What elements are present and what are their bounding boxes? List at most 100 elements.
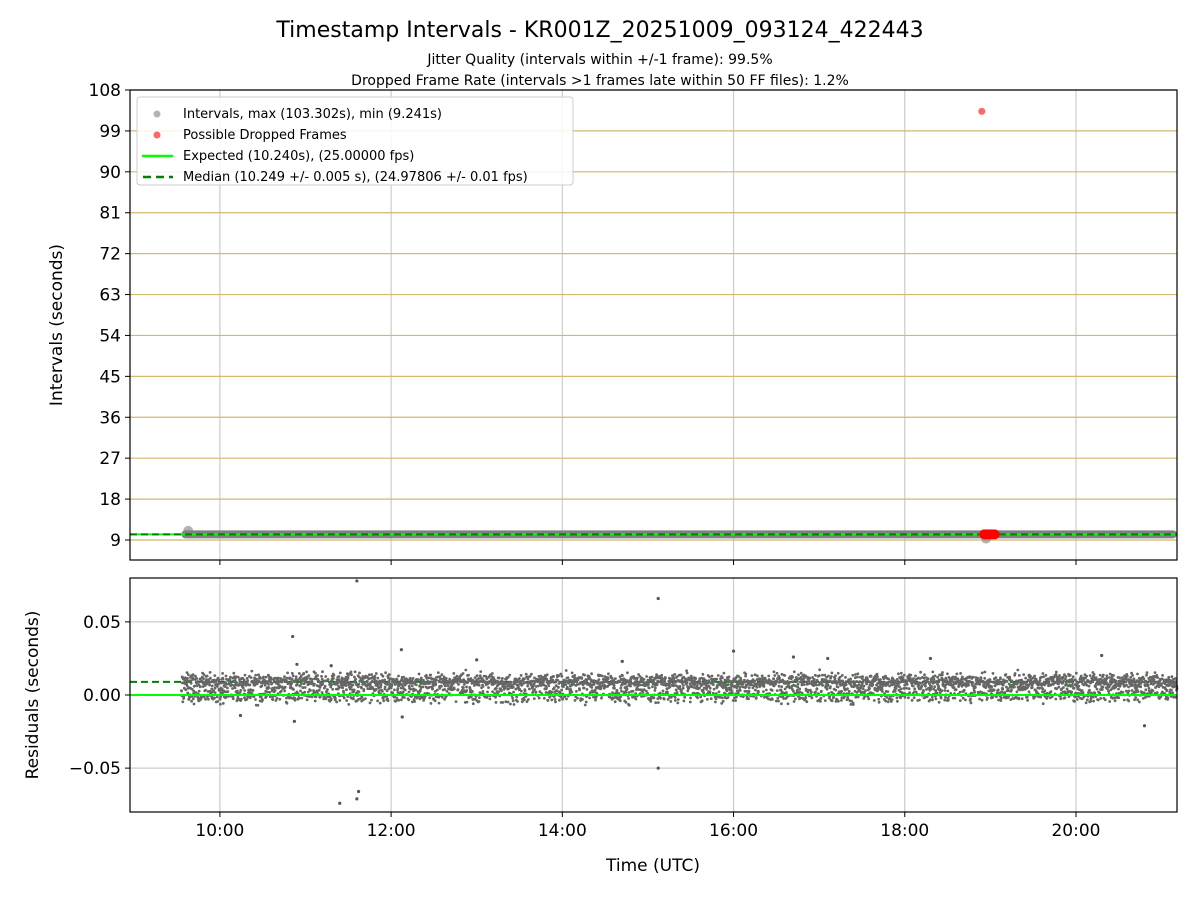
residual-point: [484, 674, 488, 678]
residual-point: [316, 691, 319, 694]
residual-point: [930, 695, 934, 699]
residual-point: [792, 700, 796, 703]
residual-point: [233, 679, 237, 682]
x-tick-label: 14:00: [538, 821, 587, 841]
residual-point: [775, 689, 779, 692]
residual-point: [439, 677, 442, 681]
residual-point: [231, 687, 234, 690]
residual-point: [840, 699, 843, 702]
residual-point: [259, 695, 263, 699]
residual-point: [612, 679, 616, 682]
residual-point: [334, 697, 337, 700]
residual-point: [501, 701, 505, 704]
residual-point: [807, 679, 811, 683]
dropped-frame-point: [978, 107, 986, 115]
residual-point: [944, 676, 948, 680]
residual-point: [1068, 673, 1072, 677]
residual-point: [818, 668, 822, 672]
residual-point: [669, 696, 673, 699]
residual-point: [365, 679, 369, 683]
intervals-axes: 9 18 27 36 45 54 63 72 81 90 99 108: [89, 81, 1178, 565]
residual-point: [821, 684, 824, 687]
residual-point: [254, 698, 257, 701]
residual-point: [185, 671, 189, 674]
residual-point: [946, 672, 949, 676]
residual-point: [1093, 678, 1096, 682]
residual-point: [562, 685, 565, 688]
residual-point: [824, 679, 828, 682]
residual-point: [871, 683, 875, 687]
residual-point: [856, 695, 860, 699]
residual-point: [879, 678, 882, 681]
residual-point: [202, 673, 206, 676]
residual-point: [778, 676, 781, 680]
residual-point: [642, 688, 646, 692]
residual-point: [582, 686, 586, 690]
residual-point: [344, 684, 348, 687]
residual-point: [940, 676, 944, 680]
residual-point: [688, 682, 692, 686]
residual-point: [283, 689, 287, 693]
residual-point: [213, 674, 217, 677]
residual-point: [573, 674, 577, 677]
residual-point: [747, 686, 751, 690]
residual-point: [600, 696, 603, 700]
residual-point: [917, 684, 921, 687]
residual-point: [477, 683, 481, 687]
residual-point: [385, 695, 388, 699]
residual-point: [705, 685, 709, 689]
residual-point: [943, 698, 947, 702]
residual-point: [341, 677, 344, 681]
residual-point: [715, 685, 719, 689]
residual-point: [302, 672, 306, 675]
residual-point: [826, 683, 830, 687]
residual-point: [1007, 689, 1011, 693]
residual-point: [1061, 675, 1065, 679]
residual-point: [1084, 701, 1088, 705]
residual-point: [940, 673, 944, 677]
residual-point: [882, 677, 886, 681]
residual-outlier-point: [329, 664, 333, 668]
residual-point: [626, 671, 629, 675]
residual-point: [760, 674, 764, 678]
residual-point: [1091, 680, 1094, 684]
residual-point: [407, 690, 411, 694]
residual-point: [292, 688, 295, 691]
residual-point: [1127, 699, 1131, 703]
residual-point: [267, 683, 270, 686]
residual-point: [651, 685, 654, 689]
residual-point: [849, 703, 853, 706]
residual-point: [213, 686, 217, 690]
residual-point: [342, 696, 346, 700]
residual-point: [1071, 681, 1075, 684]
residual-point: [825, 687, 829, 690]
residual-point: [999, 676, 1002, 680]
residual-point: [544, 691, 548, 694]
residual-point: [798, 687, 802, 691]
residual-point: [437, 701, 441, 705]
residual-point: [486, 690, 489, 694]
y-tick-label: 27: [99, 449, 121, 469]
residual-point: [204, 688, 208, 692]
residual-point: [753, 673, 757, 677]
residual-point: [1141, 680, 1144, 684]
residual-point: [202, 677, 205, 681]
residual-point: [800, 691, 804, 695]
residual-point: [620, 689, 623, 693]
residual-point: [890, 698, 894, 701]
residual-point: [396, 687, 400, 690]
residual-point: [583, 703, 587, 707]
residual-point: [307, 674, 311, 678]
residual-point: [1062, 679, 1065, 683]
residual-point: [221, 702, 225, 705]
residual-point: [332, 673, 336, 677]
residual-point: [346, 674, 350, 678]
residual-point: [990, 685, 994, 689]
residual-point: [1149, 682, 1153, 686]
residual-point: [1159, 695, 1163, 699]
residual-outlier-point: [355, 797, 359, 801]
residual-point: [639, 683, 643, 687]
residual-point: [682, 675, 686, 679]
residual-point: [815, 687, 819, 691]
residual-point: [933, 681, 936, 684]
